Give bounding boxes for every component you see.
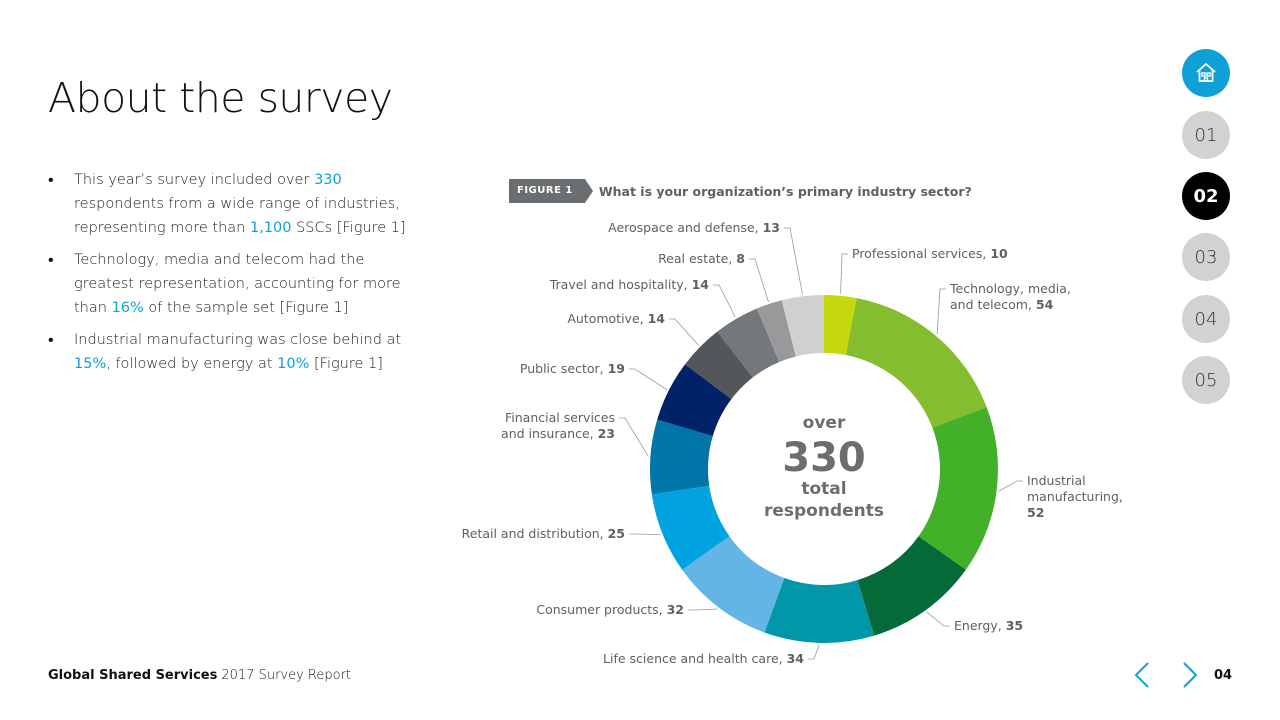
slice-label: Professional services, 10: [852, 246, 1008, 261]
next-page-button[interactable]: [1176, 660, 1204, 690]
footer-brand-name: Global Shared Services: [48, 668, 218, 683]
donut-slice: [650, 419, 713, 495]
bullet-text: respondents from a wide range of industr…: [74, 196, 400, 236]
highlight-value: 1,100: [249, 220, 292, 236]
footer-brand: Global Shared Services 2017 Survey Report: [48, 668, 351, 683]
bullet-item: Technology, media and telecom had the gr…: [48, 248, 408, 320]
donut-slice: [824, 295, 857, 356]
slice-label: Travel and hospitality, 14: [549, 277, 710, 292]
bullet-text: Technology, media and telecom had the gr…: [74, 252, 401, 316]
leader-line: [808, 644, 820, 660]
leader-line: [998, 480, 1023, 492]
center-label: total: [801, 479, 846, 499]
center-label: respondents: [764, 501, 884, 521]
donut-slice: [682, 536, 785, 633]
chevron-left-icon: [1134, 662, 1149, 688]
home-icon: [1196, 63, 1216, 82]
center-label: over: [803, 413, 846, 433]
leader-line: [629, 368, 668, 391]
page-title: About the survey: [48, 74, 393, 122]
donut-slice: [918, 407, 998, 570]
highlight-value: 330: [314, 172, 342, 188]
bullet-text: of the sample set [Figure 1]: [143, 300, 349, 316]
donut-slice: [845, 298, 987, 428]
donut-slice: [756, 300, 796, 362]
leader-line: [669, 318, 699, 346]
slice-label: Consumer products, 32: [536, 602, 684, 617]
bullet-text: [Figure 1]: [309, 356, 383, 372]
nav-section-02[interactable]: 02: [1182, 172, 1230, 220]
bullet-item: This year’s survey included over 330 res…: [48, 168, 408, 240]
donut-slice: [717, 308, 780, 378]
leader-line: [619, 417, 649, 457]
footer-subtitle: 2017 Survey Report: [221, 668, 352, 683]
slice-label: Industrial manufacturing, 52: [1027, 473, 1123, 520]
prev-page-button[interactable]: [1128, 660, 1156, 690]
leader-line: [784, 227, 803, 295]
page-number: 04: [1214, 668, 1233, 683]
slice-label: Financial services and insurance, 23: [501, 410, 615, 441]
home-button[interactable]: [1182, 49, 1230, 97]
bullet-text: SSCs [Figure 1]: [291, 220, 406, 236]
nav-section-04[interactable]: 04: [1182, 295, 1230, 343]
highlight-value: 15%: [74, 356, 107, 372]
leader-line: [688, 608, 718, 611]
donut-slice: [764, 578, 875, 643]
figure-question: What is your organization’s primary indu…: [598, 183, 972, 199]
bullet-text: This year’s survey included over: [74, 172, 315, 188]
bullet-item: Industrial manufacturing was close behin…: [48, 328, 408, 376]
slice-label: Technology, media, and telecom, 54: [949, 281, 1071, 312]
leader-line: [936, 288, 946, 335]
slice-label: Life science and health care, 34: [603, 651, 804, 666]
slice-label: Public sector, 19: [520, 361, 625, 376]
highlight-value: 16%: [111, 300, 144, 316]
donut-slice: [657, 364, 732, 437]
bullet-text: , followed by energy at: [106, 356, 278, 372]
donut-slice: [685, 331, 753, 400]
slice-label: Aerospace and defense, 13: [608, 220, 780, 235]
donut-slice: [857, 536, 966, 636]
center-label: 330: [782, 435, 866, 481]
nav-section-05[interactable]: 05: [1182, 356, 1230, 404]
leader-line: [749, 258, 769, 303]
figure-header: FIGURE 1 What is your organization’s pri…: [509, 179, 972, 203]
bullet-list: This year’s survey included over 330 res…: [48, 168, 408, 384]
chevron-right-icon: [1183, 662, 1198, 688]
leader-line: [926, 611, 950, 627]
slice-label: Retail and distribution, 25: [462, 526, 625, 541]
slice-label: Automotive, 14: [567, 311, 665, 326]
leader-line: [840, 253, 848, 294]
slice-label: Real estate, 8: [658, 251, 745, 266]
slice-label: Energy, 35: [954, 618, 1023, 633]
bullet-text: Industrial manufacturing was close behin…: [74, 332, 402, 348]
nav-section-03[interactable]: 03: [1182, 233, 1230, 281]
donut-slice: [651, 485, 730, 570]
nav-section-01[interactable]: 01: [1182, 111, 1230, 159]
leader-line: [629, 533, 661, 536]
highlight-value: 10%: [277, 356, 310, 372]
leader-line: [713, 284, 736, 318]
figure-tag: FIGURE 1: [509, 179, 593, 203]
donut-slice: [781, 295, 824, 357]
